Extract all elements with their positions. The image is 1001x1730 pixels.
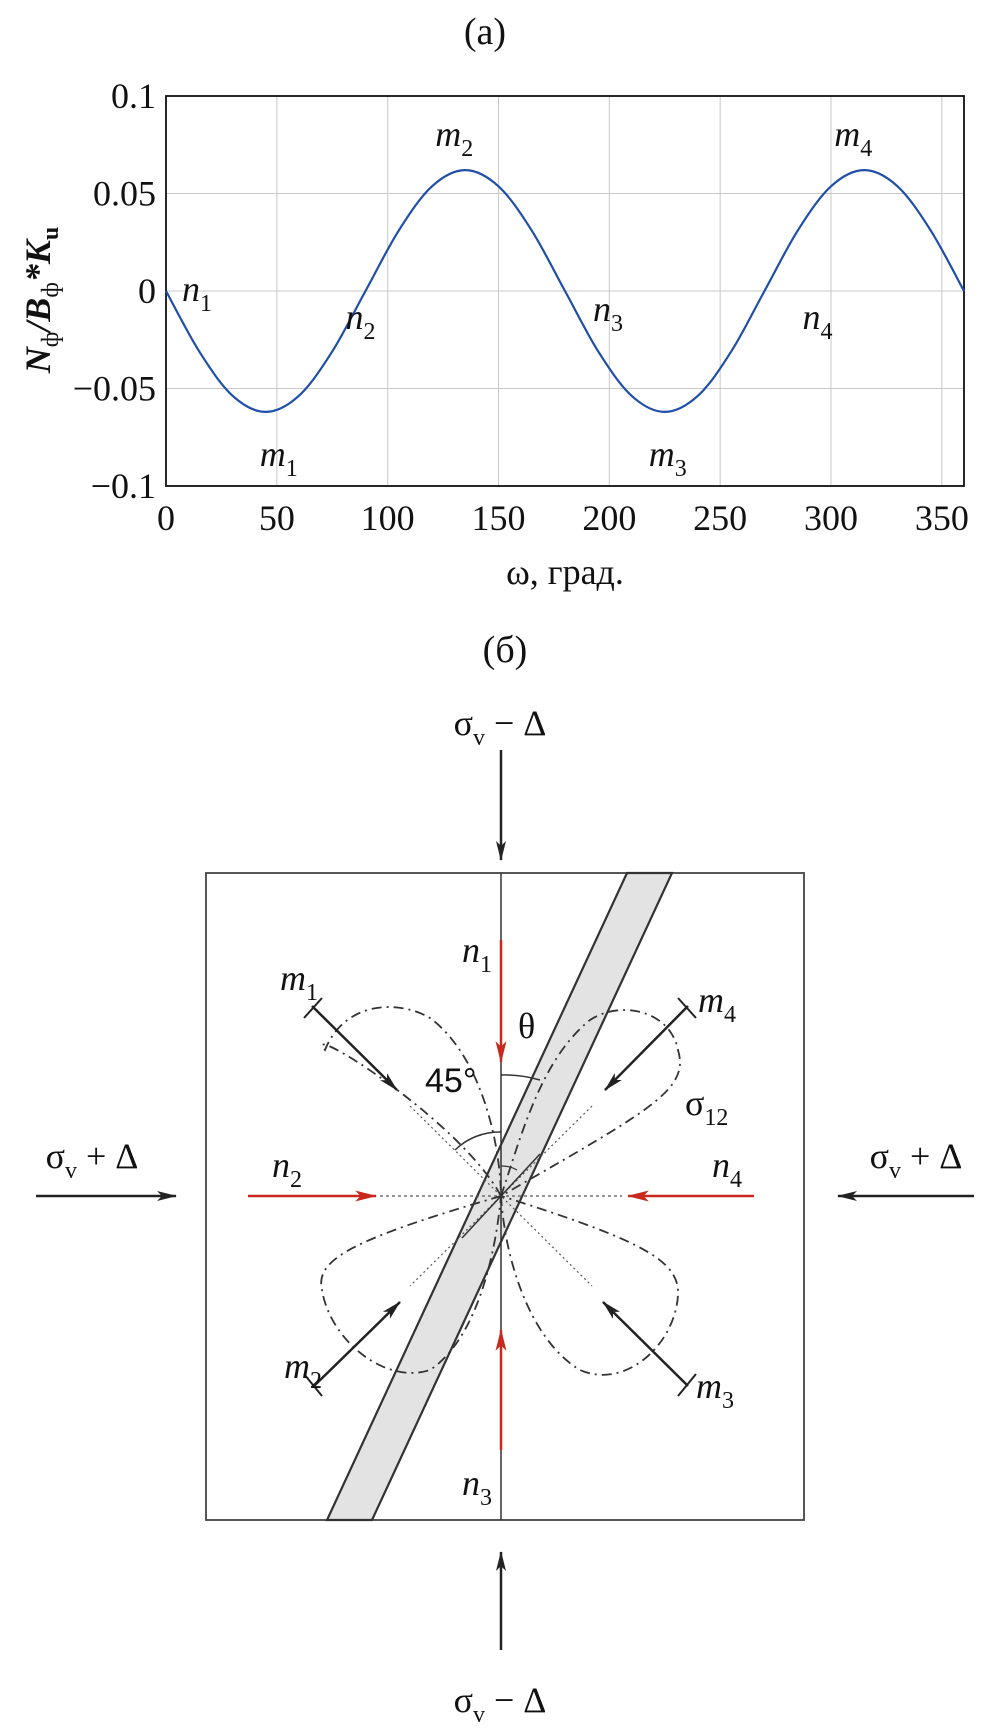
stress-lobes xyxy=(320,1006,681,1376)
arrow-m3 xyxy=(602,1301,689,1387)
diagram-label-n4: n4 xyxy=(712,1145,742,1193)
y-tick-label: 0.05 xyxy=(93,174,156,214)
svg-text:Nф/Bф*Ku: Nф/Bф*Ku xyxy=(18,227,64,375)
diagram-label-m3: m3 xyxy=(696,1366,734,1414)
lobe-top-right xyxy=(499,1009,681,1198)
y-tick-label: −0.1 xyxy=(91,466,156,506)
x-tick-label: 150 xyxy=(472,498,526,538)
y-axis-label: Nф/Bф*Ku xyxy=(18,227,64,375)
y-tick-labels: 0.1 0.05 0 −0.05 −0.1 xyxy=(73,76,156,506)
tick-m1 xyxy=(303,997,323,1019)
x-axis-label: ω, град. xyxy=(506,552,624,592)
lobe-top-left xyxy=(321,1006,502,1197)
x-tick-label: 350 xyxy=(915,498,969,538)
top-stress-label: σv − Δ xyxy=(454,703,547,751)
x-tick-labels: 0 50 100 150 200 250 300 350 xyxy=(157,498,969,538)
x-tick-label: 300 xyxy=(804,498,858,538)
diagram-label-m1: m1 xyxy=(280,958,318,1006)
tick-m3 xyxy=(677,1373,697,1397)
angle-arc-45 xyxy=(454,1131,502,1151)
lobe-bottom-right xyxy=(500,1194,679,1376)
angle-arc-theta xyxy=(500,1074,541,1081)
diagram-label-m4: m4 xyxy=(698,980,736,1028)
arrow-m1 xyxy=(311,1005,398,1091)
right-stress-label: σv + Δ xyxy=(870,1136,963,1184)
x-tick-label: 250 xyxy=(693,498,747,538)
annotation-n3: n3 xyxy=(593,289,623,337)
angle-45-label: 45° xyxy=(425,1062,476,1100)
panel-b-label: (б) xyxy=(483,629,528,671)
arrow-m2 xyxy=(313,1301,401,1387)
arrow-m4 xyxy=(604,1005,689,1091)
panel-a-label: (а) xyxy=(464,11,506,53)
diagram-label-n2: n2 xyxy=(272,1145,302,1193)
diagram-label-m2: m2 xyxy=(284,1346,322,1394)
specimen-box xyxy=(205,872,805,1521)
annotation-m1: m1 xyxy=(260,434,298,482)
x-tick-label: 200 xyxy=(582,498,636,538)
tick-m2 xyxy=(303,1373,323,1397)
theta-label: θ xyxy=(518,1006,535,1046)
curve-annotations: n1 n2 n3 n4 m1 m2 m3 m4 xyxy=(182,114,872,482)
bottom-stress-label: σv − Δ xyxy=(454,1680,547,1728)
tick-m4 xyxy=(677,997,697,1019)
x-tick-label: 100 xyxy=(361,498,415,538)
sigma12-label: σ12 xyxy=(685,1083,728,1131)
annotation-m4: m4 xyxy=(834,114,872,162)
x-tick-label: 50 xyxy=(259,498,295,538)
left-stress-label: σv + Δ xyxy=(46,1136,139,1184)
angle-arc-small xyxy=(500,1165,518,1171)
annotation-n2: n2 xyxy=(346,297,376,345)
annotation-n4: n4 xyxy=(803,297,833,345)
diagram-label-n3: n3 xyxy=(462,1463,492,1511)
annotation-n1: n1 xyxy=(182,269,212,317)
y-tick-label: −0.05 xyxy=(73,369,156,409)
y-tick-label: 0 xyxy=(138,271,156,311)
diagram-label-n1: n1 xyxy=(462,930,492,978)
annotation-m3: m3 xyxy=(649,434,687,482)
x-tick-label: 0 xyxy=(157,498,175,538)
series-line xyxy=(165,168,965,414)
annotation-m2: m2 xyxy=(435,114,473,162)
y-tick-label: 0.1 xyxy=(111,76,156,116)
